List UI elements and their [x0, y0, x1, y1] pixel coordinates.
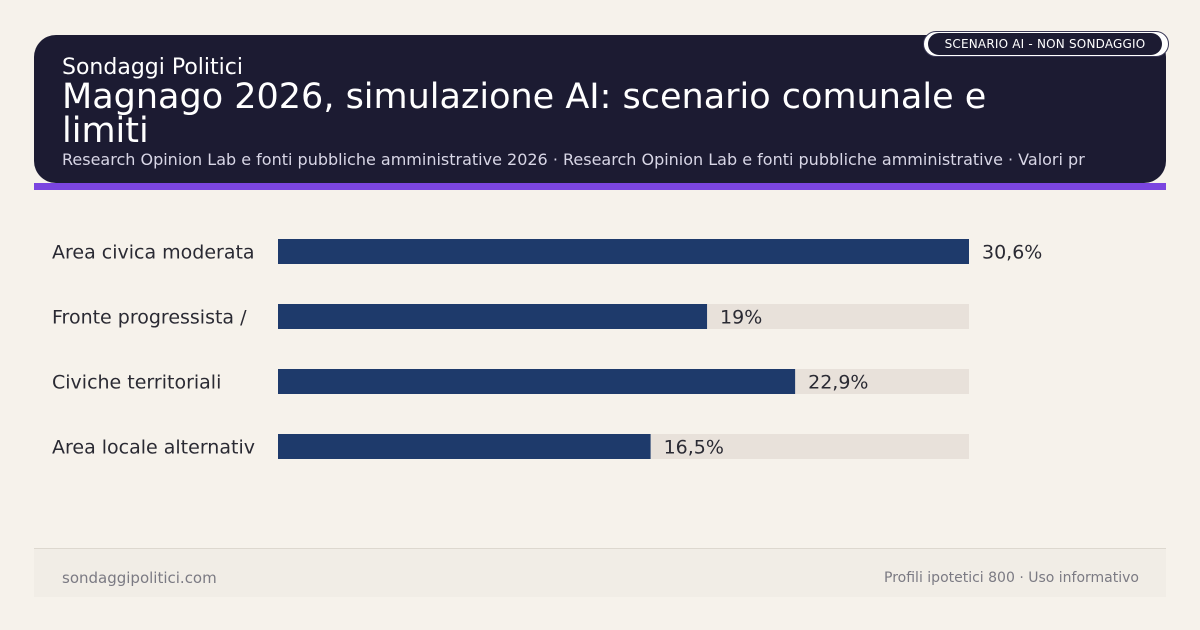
brand-name: Sondaggi Politici — [62, 55, 243, 80]
footer-note: Profili ipotetici 800 · Uso informativo — [884, 570, 1139, 586]
page-title: Magnago 2026, simulazione AI: scenario c… — [62, 77, 987, 151]
category-label: Area locale alternativ — [52, 437, 255, 459]
bar — [278, 239, 969, 264]
value-label: 22,9% — [808, 372, 868, 394]
footer-site: sondaggipolitici.com — [62, 569, 217, 587]
scenario-badge: SCENARIO AI - NON SONDAGGIO — [928, 33, 1162, 55]
footer-bar — [34, 548, 1166, 597]
header-accent-line — [34, 183, 1166, 190]
value-label: 16,5% — [664, 437, 724, 459]
value-label: 30,6% — [982, 242, 1042, 264]
bar — [278, 304, 708, 329]
header-banner — [34, 35, 1166, 183]
category-label: Civiche territoriali — [52, 372, 221, 394]
category-label: Area civica moderata — [52, 242, 255, 264]
page-subtitle: Research Opinion Lab e fonti pubbliche a… — [62, 150, 1085, 169]
value-label: 19% — [720, 307, 762, 329]
bar — [278, 434, 651, 459]
bar-chart: Area civica moderata 30,6% Fronte progress… — [52, 239, 1042, 459]
bar — [278, 369, 796, 394]
category-label: Fronte progressista / — [52, 307, 247, 329]
